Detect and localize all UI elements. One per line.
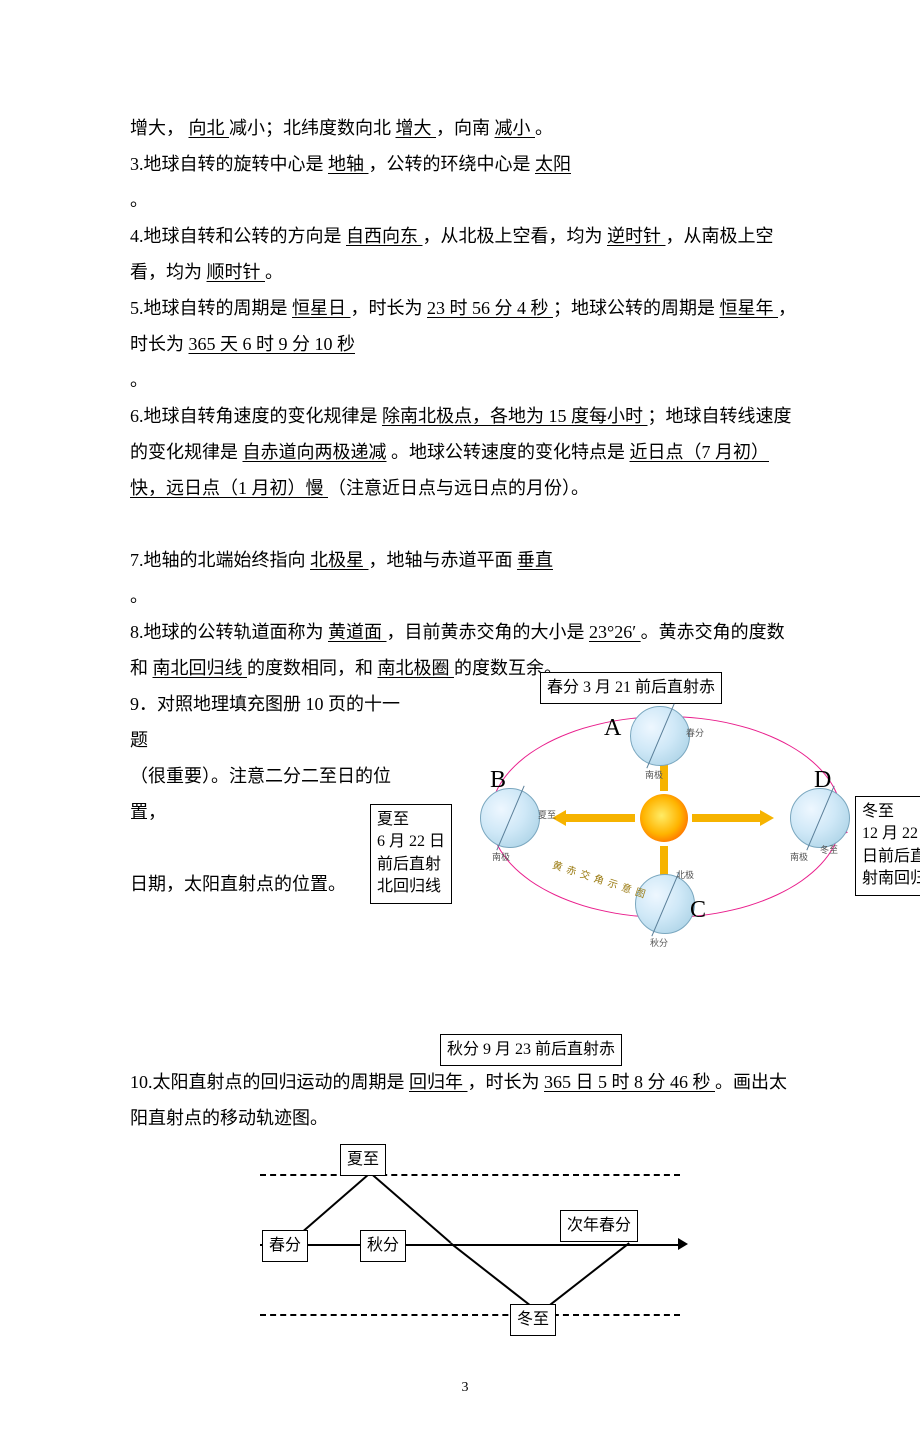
letter-d: D: [814, 756, 831, 804]
cap-nanji: 南极: [492, 848, 510, 866]
cap-dongzhi: 冬至: [820, 841, 838, 859]
blank: 365 日 5 时 8 分 46 秒: [544, 1072, 715, 1092]
arrow-right-icon: [678, 1238, 688, 1250]
blank: 北极星: [310, 550, 369, 570]
blank: 自西向东: [346, 226, 423, 246]
blank: 减小: [495, 118, 536, 138]
blank: 23°26′: [589, 622, 641, 642]
blank: 恒星年: [720, 298, 779, 318]
letter-c: C: [690, 886, 706, 934]
blank: 除南北极点，各地为 15 度每小时: [382, 406, 648, 426]
cap-qiufen: 秋分: [650, 934, 668, 952]
blank: 地轴: [328, 154, 369, 174]
blank: 向北: [189, 118, 230, 138]
q6: 6.地球自转角速度的变化规律是 除南北极点，各地为 15 度每小时 ；地球自转线…: [130, 398, 800, 506]
xiazhi-label-box: 夏至 6 月 22 日 前后直射 北回归线: [370, 804, 452, 904]
cap-nanji: 南极: [645, 766, 663, 784]
tropic-north-line: [260, 1174, 680, 1176]
text: 4.地球自转和公转的方向是: [130, 226, 342, 246]
text: ；地球公转的周期是: [553, 298, 715, 318]
q2-tail: 增大， 向北 减小；北纬度数向北 增大 ，向南 减小 。: [130, 110, 800, 146]
blank: 南北极圈: [378, 658, 455, 678]
sun-ray: [565, 814, 635, 822]
dongzhi-label-box: 冬至 12 月 22 日前后直 射南回归: [855, 796, 920, 896]
cap-chunfen: 春分: [686, 724, 704, 742]
text: ，公转的环绕中心是: [369, 154, 531, 174]
blank: 顺时针: [207, 262, 266, 282]
blank: 自赤道向两极递减: [243, 442, 387, 462]
cap-beiji: 北极: [676, 866, 694, 884]
equator-line: [260, 1244, 680, 1246]
blank: 恒星日: [292, 298, 351, 318]
text: ，目前黄赤交角的大小是: [387, 622, 585, 642]
sun-ray: [692, 814, 762, 822]
q4: 4.地球自转和公转的方向是 自西向东 ，从北极上空看，均为 逆时针 ，从南极上空…: [130, 218, 800, 290]
text: 6.地球自转角速度的变化规律是: [130, 406, 378, 426]
q5: 5.地球自转的周期是 恒星日 ，时长为 23 时 56 分 4 秒 ；地球公转的…: [130, 290, 800, 398]
cap-xiazhi: 夏至: [538, 806, 556, 824]
blank: 365 天 6 时 9 分 10 秒: [189, 334, 356, 354]
text: 5.地球自转的周期是: [130, 298, 288, 318]
tropic-south-line: [260, 1314, 680, 1316]
chunfen-label-box: 春分 3 月 21 前后直射赤: [540, 672, 722, 704]
text: 。: [265, 262, 283, 282]
trajectory-diagram: 夏至 春分 秋分 次年春分 冬至: [200, 1144, 760, 1344]
text: 。: [535, 118, 553, 138]
globe-b: [480, 788, 540, 848]
q9-wrap: 9．对照地理填充图册 10 页的十一题 （很重要）。注意二分二至日的位置， 日期…: [130, 686, 800, 986]
cap-nanji: 南极: [790, 848, 808, 866]
text: 。地球公转速度的变化特点是: [391, 442, 625, 462]
globe-a: [630, 706, 690, 766]
text: 。: [130, 190, 148, 210]
text: ，地轴与赤道平面: [369, 550, 513, 570]
text: 7.地轴的北端始终指向: [130, 550, 306, 570]
text: 。: [130, 586, 148, 606]
text: 3.地球自转的旋转中心是: [130, 154, 324, 174]
text: 的度数相同，和: [247, 658, 373, 678]
text: ，时长为: [468, 1072, 540, 1092]
blank: 垂直: [517, 550, 553, 570]
blank: 增大: [396, 118, 437, 138]
text: ，向南: [436, 118, 490, 138]
page-number: 3: [130, 1374, 800, 1402]
q7: 7.地轴的北端始终指向 北极星 ，地轴与赤道平面 垂直 。: [130, 542, 800, 614]
text: 减小；北纬度数向北: [229, 118, 391, 138]
text: （注意近日点与远日点的月份）。: [328, 478, 589, 498]
blank: 黄道面: [328, 622, 387, 642]
text: 10.太阳直射点的回归运动的周期是: [130, 1072, 405, 1092]
letter-a: A: [604, 704, 621, 752]
blank: 南北回归线: [153, 658, 248, 678]
traj-ciqunchunfen: 次年春分: [560, 1210, 638, 1242]
blank: 回归年: [409, 1072, 468, 1092]
blank: 23 时 56 分 4 秒: [427, 298, 553, 318]
blank: 太阳: [535, 154, 571, 174]
q10: 10.太阳直射点的回归运动的周期是 回归年 ，时长为 365 日 5 时 8 分…: [130, 1064, 800, 1136]
letter-b: B: [490, 756, 506, 804]
text: 。: [130, 370, 148, 390]
sun-ray-head: [760, 810, 774, 826]
blank: 逆时针: [607, 226, 666, 246]
traj-xiazhi: 夏至: [340, 1144, 386, 1176]
traj-chunfen: 春分: [262, 1230, 308, 1262]
text: ，从北极上空看，均为: [423, 226, 603, 246]
document-page: 增大， 向北 减小；北纬度数向北 增大 ，向南 减小 。 3.地球自转的旋转中心…: [0, 0, 920, 1442]
q3: 3.地球自转的旋转中心是 地轴 ，公转的环绕中心是 太阳 。: [130, 146, 800, 218]
text: ，时长为: [351, 298, 423, 318]
orbit-diagram: 春分 3 月 21 前后直射赤 春分 南极 A 夏至 南极: [360, 676, 920, 966]
qiufen-label-box: 秋分 9 月 23 前后直射赤: [440, 1034, 622, 1066]
traj-dongzhi: 冬至: [510, 1304, 556, 1336]
sun-icon: [640, 794, 688, 842]
text: 增大，: [130, 118, 184, 138]
text: 8.地球的公转轨道面称为: [130, 622, 324, 642]
traj-qiufen: 秋分: [360, 1230, 406, 1262]
